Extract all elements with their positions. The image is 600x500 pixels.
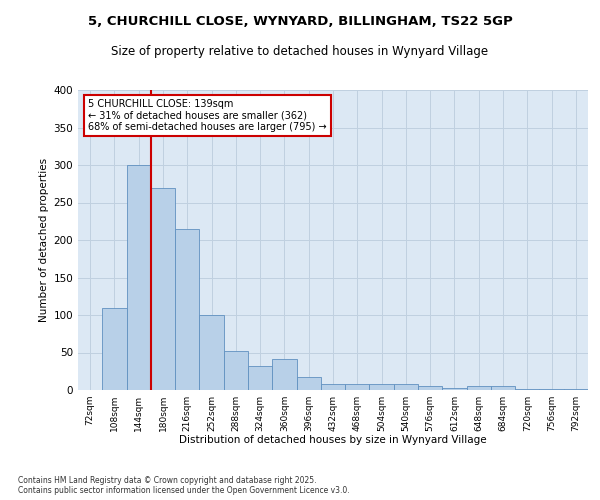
Bar (370, 384, 394, 390)
Bar (102, 308, 127, 390)
X-axis label: Distribution of detached houses by size in Wynyard Village: Distribution of detached houses by size … (179, 436, 487, 446)
Bar (345, 384, 370, 390)
Bar (199, 315, 224, 390)
Bar (248, 366, 272, 390)
Bar (151, 188, 175, 390)
Y-axis label: Number of detached properties: Number of detached properties (39, 158, 49, 322)
Bar (467, 386, 491, 390)
Bar (442, 388, 467, 390)
Bar (418, 386, 442, 390)
Bar (491, 386, 515, 390)
Text: 5, CHURCHILL CLOSE, WYNYARD, BILLINGHAM, TS22 5GP: 5, CHURCHILL CLOSE, WYNYARD, BILLINGHAM,… (88, 15, 512, 28)
Bar (321, 384, 345, 390)
Text: 5 CHURCHILL CLOSE: 139sqm
← 31% of detached houses are smaller (362)
68% of semi: 5 CHURCHILL CLOSE: 139sqm ← 31% of detac… (88, 99, 327, 132)
Bar (175, 229, 199, 390)
Text: Contains public sector information licensed under the Open Government Licence v3: Contains public sector information licen… (18, 486, 350, 495)
Text: Contains HM Land Registry data © Crown copyright and database right 2025.: Contains HM Land Registry data © Crown c… (18, 476, 317, 485)
Bar (296, 376, 321, 390)
Bar (515, 388, 539, 390)
Bar (564, 388, 588, 390)
Text: Size of property relative to detached houses in Wynyard Village: Size of property relative to detached ho… (112, 45, 488, 58)
Bar (539, 388, 564, 390)
Bar (394, 384, 418, 390)
Bar (272, 358, 296, 390)
Bar (127, 165, 151, 390)
Bar (224, 351, 248, 390)
